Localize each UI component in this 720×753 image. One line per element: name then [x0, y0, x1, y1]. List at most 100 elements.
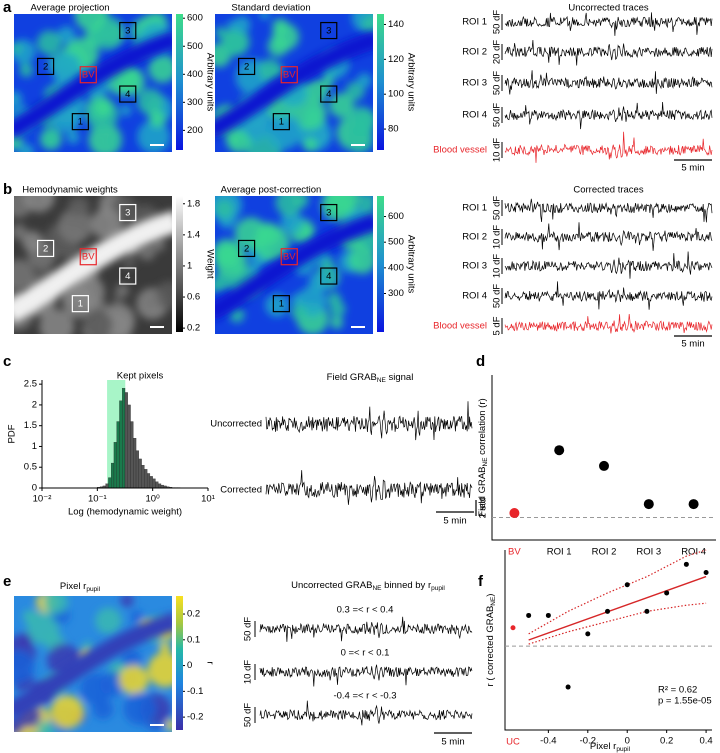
colorbar-tick-label: 500: [388, 237, 404, 248]
roi-label: BV: [82, 70, 95, 81]
roi-label: BV: [283, 252, 296, 263]
blob: [14, 91, 23, 108]
panel-label: a: [3, 0, 12, 16]
blob: [259, 14, 270, 20]
colorbar: [176, 196, 183, 332]
blob: [329, 92, 354, 118]
signal-label: Corrected: [220, 485, 262, 496]
roi-label: 4: [326, 271, 331, 282]
hist-bar: [108, 477, 112, 489]
roi-label: 2: [244, 61, 249, 72]
roi-box: [238, 239, 256, 258]
x-tick-label: 10⁰: [145, 494, 160, 505]
blob: [22, 196, 55, 213]
point: [565, 684, 571, 690]
roi-box: [119, 203, 137, 222]
colorbar: [377, 196, 384, 332]
roi-label: 2: [244, 243, 249, 254]
blob: [92, 698, 114, 720]
trace-label: ROI 3: [462, 78, 487, 89]
blob: [147, 652, 172, 688]
roi-box: [71, 295, 89, 313]
blob: [280, 210, 303, 234]
blob: [36, 30, 62, 56]
blob: [229, 307, 245, 323]
blob: [138, 243, 156, 261]
blob: [57, 26, 76, 44]
blob: [14, 42, 22, 55]
roi-box: [320, 267, 338, 285]
roi-label: 3: [326, 26, 331, 37]
point: [585, 631, 591, 637]
vessel: [14, 31, 172, 139]
blob: [327, 292, 342, 306]
amp-scale: 2 std: [478, 498, 489, 519]
image: [14, 596, 172, 732]
blob: [14, 259, 35, 292]
time-scale: 5 min: [681, 339, 704, 350]
blob: [90, 208, 122, 240]
trace: [504, 12, 713, 36]
blob: [109, 135, 120, 147]
roi-box: [71, 113, 89, 131]
point: [554, 445, 565, 456]
annotation: R² = 0.62: [658, 685, 697, 696]
colorbar-tick-label: 1.8: [187, 198, 200, 209]
colorbar-tick-label: 80: [388, 124, 399, 135]
roi-box: [238, 57, 256, 76]
blob: [215, 199, 234, 219]
blob: [50, 52, 82, 84]
panel-label: f: [478, 573, 484, 590]
blob: [215, 245, 248, 278]
roi-box: [119, 267, 137, 285]
blob: [62, 286, 95, 319]
trace-scale: 20 dF: [492, 40, 503, 64]
y-axis-label-part: ): [485, 594, 496, 597]
blob: [159, 642, 171, 654]
blob: [330, 316, 344, 330]
annotation: p = 1.55e-05: [658, 696, 712, 707]
blob: [111, 196, 137, 220]
colorbar-tick-label: -0.2: [187, 712, 203, 723]
trace-label: ROI 1: [462, 203, 487, 214]
x-tick-label: -0.2: [580, 736, 596, 747]
x-tick-label: ROI 3: [636, 547, 661, 558]
blob: [14, 717, 24, 732]
blob: [346, 106, 373, 137]
colorbar-label: Arbitrary units: [405, 235, 416, 294]
trace: [504, 131, 713, 163]
hist-bar: [141, 465, 145, 489]
traces-title: Uncorrected traces: [568, 3, 649, 14]
trace-scale: 50 dF: [492, 284, 503, 308]
roi-label: 4: [125, 89, 130, 100]
x-tick-label: 0.2: [660, 736, 673, 747]
hist-bar: [138, 458, 142, 489]
roi-label: 4: [326, 89, 331, 100]
image-title: Average projection: [30, 3, 109, 14]
x-axis-label-part: pupil: [616, 746, 630, 753]
x-tick-label: 0.4: [699, 736, 712, 747]
trace-scale: 50 dF: [492, 10, 503, 34]
roi-label: BV: [283, 70, 296, 81]
hist-bar: [105, 483, 109, 489]
point: [599, 460, 609, 471]
traces-title: Uncorrected GRABNE binned by rpupil: [291, 580, 445, 592]
blob: [221, 30, 248, 56]
image-texture: [14, 596, 172, 732]
trace: [504, 251, 713, 279]
y-axis-label: Field GRABNE correlation (r): [477, 398, 489, 516]
hist-bar: [130, 421, 134, 489]
blob: [22, 609, 37, 624]
blob: [266, 114, 302, 150]
blob: [290, 304, 307, 321]
bin-label: 0.3 =< r < 0.4: [337, 605, 394, 616]
blob: [43, 596, 68, 615]
roi-box: [119, 21, 137, 40]
blob: [348, 245, 373, 274]
colorbar-tick-label: 140: [388, 19, 404, 30]
trace-scale: 50 dF: [492, 103, 503, 127]
blob: [95, 607, 122, 635]
hist-bar: [135, 450, 139, 489]
x-axis-label: Pixel rpupil: [590, 741, 631, 753]
